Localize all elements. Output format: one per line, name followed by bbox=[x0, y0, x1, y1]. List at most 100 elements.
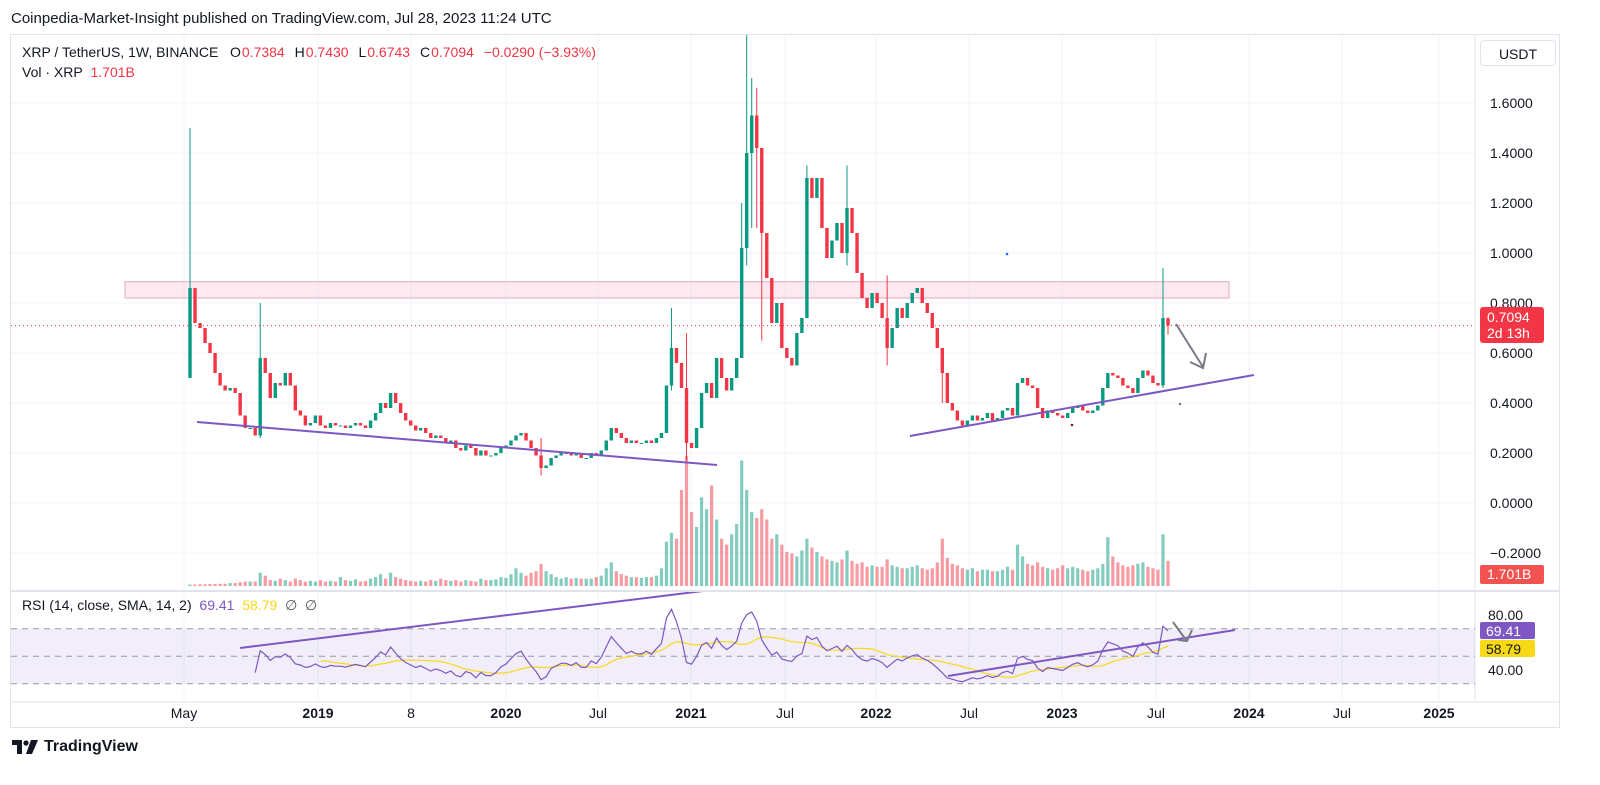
volume-tag-value: 1.701B bbox=[1487, 566, 1531, 582]
volume-bar bbox=[569, 578, 573, 586]
volume-bar bbox=[785, 552, 789, 586]
time-tick-label: 2022 bbox=[860, 705, 891, 721]
candle-body bbox=[770, 278, 774, 323]
candle-body bbox=[890, 328, 894, 348]
candle-body bbox=[840, 223, 844, 253]
volume-bar bbox=[664, 541, 669, 586]
volume-bar bbox=[644, 577, 648, 586]
volume-bar bbox=[960, 568, 964, 586]
candle-body bbox=[358, 423, 363, 426]
candle bbox=[760, 148, 764, 341]
candle-body bbox=[238, 393, 242, 416]
candle-body bbox=[689, 443, 694, 448]
candle bbox=[218, 373, 222, 386]
candle bbox=[1161, 268, 1165, 388]
volume-bar bbox=[1066, 568, 1070, 586]
footer-logo[interactable]: TradingView bbox=[12, 738, 138, 756]
candle-body bbox=[464, 445, 468, 451]
symbol-title[interactable]: XRP / TetherUS, 1W, BINANCE bbox=[22, 44, 219, 60]
candle-body bbox=[509, 440, 513, 446]
candle-body bbox=[293, 385, 298, 411]
candle bbox=[965, 420, 970, 426]
candle-body bbox=[950, 403, 955, 411]
candle bbox=[835, 223, 839, 241]
volume-bar bbox=[318, 580, 322, 586]
volume-bar bbox=[950, 563, 954, 586]
candle bbox=[985, 413, 990, 418]
rsi-label[interactable]: RSI (14, close, SMA, 14, 2) bbox=[22, 597, 192, 613]
low-value: 0.6743 bbox=[367, 44, 411, 60]
candle-body bbox=[1030, 385, 1035, 388]
rsi-pane bbox=[11, 592, 1475, 685]
candle bbox=[1116, 375, 1120, 378]
candle bbox=[213, 353, 217, 373]
candle-body bbox=[970, 415, 975, 421]
rsi-trendline-lower bbox=[947, 629, 1236, 677]
volume-bar bbox=[1046, 568, 1050, 586]
candle-body bbox=[639, 443, 644, 444]
volume-bar bbox=[1151, 568, 1155, 586]
candle-body bbox=[1156, 383, 1160, 386]
time-tick-label: 2020 bbox=[490, 705, 521, 721]
volume-bar bbox=[985, 569, 990, 586]
volume-bar bbox=[328, 580, 333, 586]
candle-body bbox=[905, 303, 909, 318]
volume-bar bbox=[669, 532, 674, 586]
candle bbox=[1010, 408, 1015, 416]
currency-button[interactable]: USDT bbox=[1480, 40, 1556, 66]
volume-bar bbox=[1071, 566, 1075, 586]
volume-bar bbox=[850, 560, 854, 586]
candle-body bbox=[674, 348, 679, 363]
volume-bar bbox=[348, 580, 353, 586]
volume-bar bbox=[975, 571, 980, 586]
candle bbox=[323, 425, 328, 428]
candle-body bbox=[469, 445, 473, 448]
volume-bar bbox=[1005, 566, 1010, 586]
volume-bar bbox=[654, 575, 659, 586]
candle bbox=[639, 443, 644, 444]
volume-bar bbox=[283, 580, 287, 586]
candle bbox=[1156, 383, 1160, 386]
candle-body bbox=[398, 403, 403, 413]
candle bbox=[1060, 415, 1065, 418]
volume-bar bbox=[1025, 563, 1030, 586]
candle bbox=[333, 423, 338, 426]
volume-bar bbox=[1096, 568, 1100, 586]
candle-body bbox=[855, 233, 859, 273]
candle bbox=[499, 448, 503, 453]
volume-bar bbox=[940, 538, 944, 586]
volume-label[interactable]: Vol · XRP bbox=[22, 64, 83, 80]
volume-bar bbox=[619, 574, 623, 586]
candle bbox=[413, 425, 418, 431]
candle bbox=[1086, 410, 1090, 413]
volume-bar bbox=[1020, 556, 1025, 586]
candle-body bbox=[1136, 378, 1140, 393]
candle bbox=[1096, 405, 1100, 411]
candle-body bbox=[1055, 413, 1060, 416]
na-value-2: ∅ bbox=[305, 597, 318, 613]
candle bbox=[584, 458, 588, 459]
time-tick-label: 8 bbox=[407, 705, 415, 721]
volume-bar bbox=[805, 538, 809, 586]
candle-body bbox=[383, 403, 388, 408]
candle-body bbox=[624, 438, 629, 443]
volume-bar bbox=[865, 566, 869, 586]
candle bbox=[313, 415, 318, 423]
volume-bar bbox=[238, 582, 242, 586]
candle bbox=[549, 458, 553, 466]
volume-bar bbox=[810, 547, 814, 586]
volume-bar bbox=[634, 577, 638, 586]
candle-body bbox=[915, 288, 919, 293]
candle bbox=[328, 423, 333, 428]
volume-bar bbox=[815, 552, 819, 586]
volume-bar bbox=[1161, 534, 1165, 586]
volume-bar bbox=[394, 577, 398, 586]
volume-bar bbox=[945, 557, 949, 586]
candle bbox=[203, 328, 207, 343]
candle-body bbox=[860, 273, 864, 298]
volume-bar bbox=[699, 497, 704, 586]
volume-bar bbox=[935, 562, 939, 586]
candle bbox=[479, 450, 483, 456]
candle-body bbox=[1005, 408, 1010, 411]
